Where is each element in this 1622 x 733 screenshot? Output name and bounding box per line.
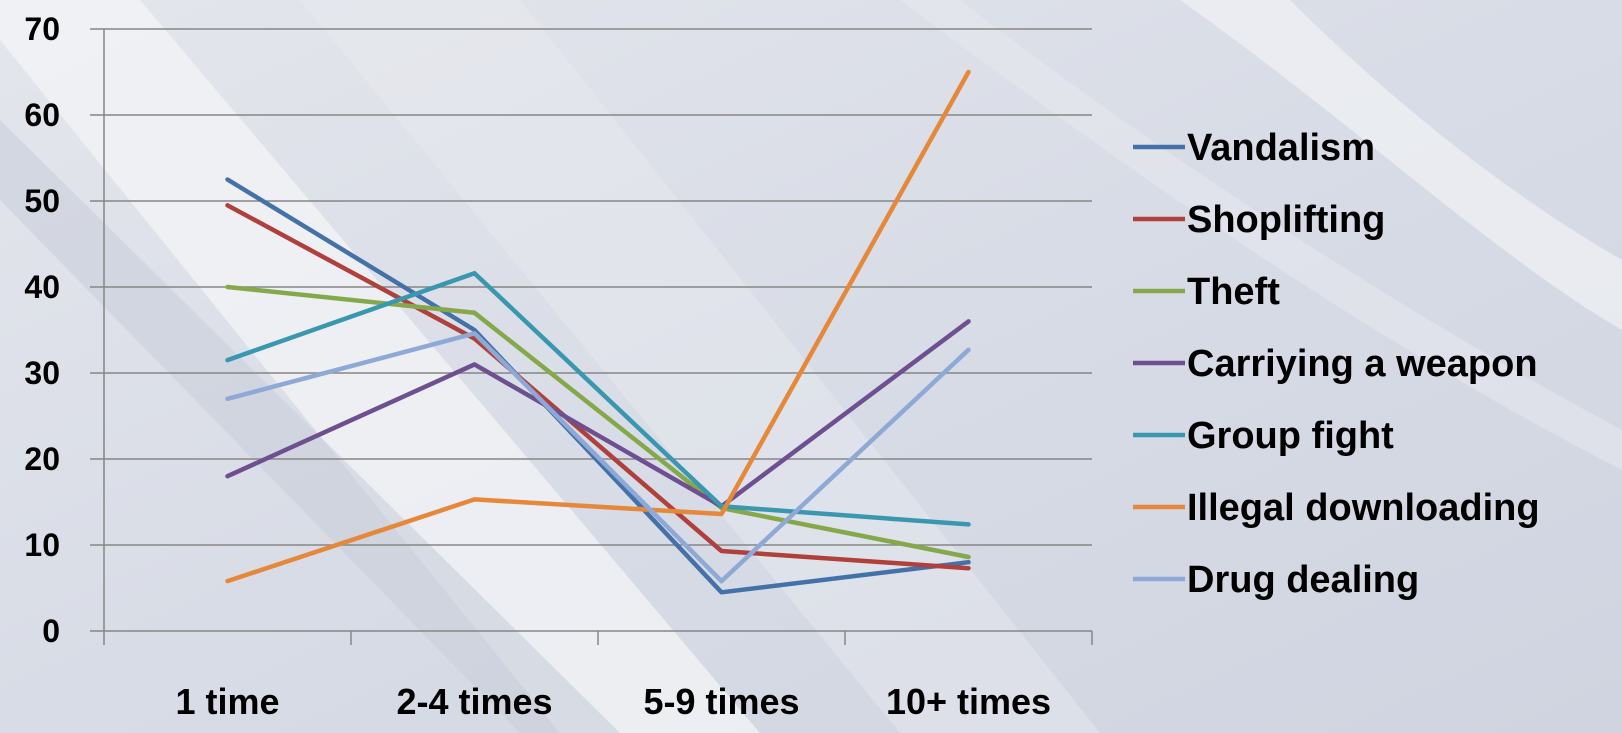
legend-label: Illegal downloading	[1187, 487, 1540, 529]
legend-item: Group fight	[1133, 415, 1394, 457]
y-tick-label: 20	[24, 441, 60, 477]
legend-item: Drug dealing	[1133, 559, 1419, 601]
x-tick-label: 1 time	[175, 681, 279, 722]
legend-label: Theft	[1187, 271, 1280, 313]
y-tick-label: 10	[24, 527, 60, 563]
y-tick-label: 40	[24, 269, 60, 305]
y-tick-label: 70	[24, 11, 60, 47]
x-tick-label: 10+ times	[886, 681, 1051, 722]
series-line-theft	[225, 284, 971, 560]
series-line-group-fight	[225, 270, 971, 527]
axes	[90, 28, 1093, 645]
legend-label: Shoplifting	[1187, 199, 1385, 241]
legend-item: Illegal downloading	[1133, 487, 1540, 529]
y-tick-label: 50	[24, 183, 60, 219]
series-line-carriying-a-weapon	[225, 319, 971, 509]
series-line-illegal-downloading	[225, 69, 971, 584]
legend-item: Vandalism	[1133, 127, 1375, 169]
legend-label: Drug dealing	[1187, 559, 1419, 601]
gridlines	[104, 28, 1092, 546]
legend-label: Carriying a weapon	[1187, 343, 1538, 385]
x-tick-label: 2-4 times	[396, 681, 552, 722]
y-tick-label: 60	[24, 97, 60, 133]
x-tick-label: 5-9 times	[643, 681, 799, 722]
series-line-shoplifting	[225, 203, 971, 571]
legend-label: Vandalism	[1187, 127, 1375, 169]
legend-label: Group fight	[1187, 415, 1394, 457]
series-line-drug-dealing	[225, 331, 971, 584]
y-tick-label: 30	[24, 355, 60, 391]
legend-item: Theft	[1133, 271, 1280, 313]
legend-item: Shoplifting	[1133, 199, 1385, 241]
y-tick-label: 0	[42, 613, 60, 649]
legend-item: Carriying a weapon	[1133, 343, 1538, 385]
legend: Vandalism Shoplifting Theft Carriying a wea…	[1133, 127, 1540, 601]
y-axis-tick-labels: 0 10 20 30 40 50 60 70	[24, 11, 60, 649]
series-lines	[225, 69, 971, 595]
series-line-vandalism	[225, 177, 971, 595]
x-axis-tick-labels: 1 time 2-4 times 5-9 times 10+ times	[175, 681, 1051, 722]
